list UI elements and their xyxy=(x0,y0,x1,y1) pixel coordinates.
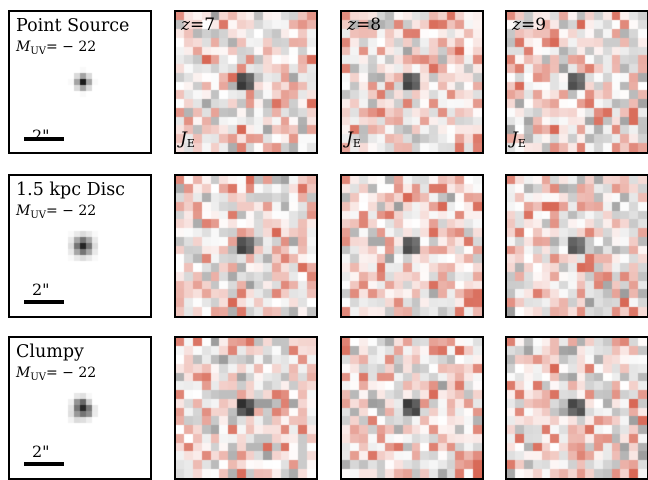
scale-bar xyxy=(24,462,64,466)
source-title: Point Source xyxy=(16,16,129,36)
observed-image xyxy=(342,176,482,316)
observed-panel xyxy=(340,336,484,480)
magnitude-label: MUV= − 22 xyxy=(16,365,96,383)
magnitude-label: MUV= − 22 xyxy=(16,39,96,57)
observed-image xyxy=(507,338,647,478)
filter-label: JE xyxy=(346,129,361,150)
magnitude-label: MUV= − 22 xyxy=(16,203,96,221)
scale-bar xyxy=(24,300,64,304)
observed-image xyxy=(176,338,316,478)
observed-panel: z=8 JE xyxy=(340,10,484,154)
redshift-label: z=7 xyxy=(181,15,215,35)
source-panel-point: Point Source MUV= − 22 2" xyxy=(8,10,152,154)
source-title: Clumpy xyxy=(16,342,84,362)
scale-bar-label: 2" xyxy=(32,126,50,145)
observed-panel xyxy=(505,174,648,318)
observed-panel xyxy=(174,336,318,480)
redshift-label: z=8 xyxy=(347,15,381,35)
source-title: 1.5 kpc Disc xyxy=(16,180,125,200)
observed-panel: z=9 JE xyxy=(505,10,648,154)
filter-label: JE xyxy=(180,129,195,150)
observed-panel xyxy=(340,174,484,318)
redshift-label: z=9 xyxy=(512,15,546,35)
observed-panel: z=7 JE xyxy=(174,10,318,154)
observed-image xyxy=(342,338,482,478)
source-panel-clumpy: Clumpy MUV= − 22 2" xyxy=(8,336,152,480)
source-panel-disc: 1.5 kpc Disc MUV= − 22 2" xyxy=(8,174,152,318)
scale-bar xyxy=(24,137,64,141)
scale-bar-label: 2" xyxy=(32,280,50,299)
filter-label: JE xyxy=(511,129,526,150)
observed-image xyxy=(176,176,316,316)
observed-panel xyxy=(505,336,648,480)
observed-panel xyxy=(174,174,318,318)
observed-image xyxy=(507,176,647,316)
scale-bar-label: 2" xyxy=(32,442,50,461)
